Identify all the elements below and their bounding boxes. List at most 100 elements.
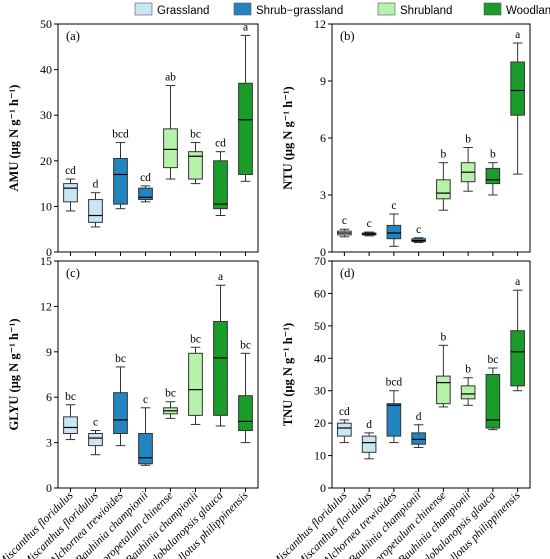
y-tick-label: 50 bbox=[314, 319, 326, 333]
significance-letter: bc bbox=[65, 391, 76, 403]
box-8 bbox=[510, 61, 525, 116]
box-3 bbox=[386, 403, 402, 437]
box-2 bbox=[361, 435, 377, 453]
significance-letter: bcd bbox=[386, 377, 403, 389]
y-tick-label: 20 bbox=[314, 416, 326, 430]
significance-letter: b bbox=[465, 364, 471, 376]
y-tick-label: 6 bbox=[320, 131, 326, 145]
significance-letter: ab bbox=[165, 72, 176, 84]
box-6 bbox=[188, 151, 203, 180]
significance-letter: d bbox=[93, 179, 99, 191]
y-tick-label: 0 bbox=[320, 245, 326, 259]
box-5 bbox=[436, 375, 451, 405]
significance-letter: bc bbox=[115, 353, 126, 365]
y-tick-label: 50 bbox=[40, 17, 52, 31]
significance-letter: c bbox=[342, 215, 347, 227]
legend-swatch-3 bbox=[483, 2, 502, 16]
significance-letter: a bbox=[243, 21, 248, 33]
plot-frame bbox=[57, 23, 259, 253]
y-tick-label: 70 bbox=[314, 254, 326, 268]
significance-letter: d bbox=[366, 419, 372, 431]
box-5 bbox=[163, 128, 178, 169]
significance-letter: a bbox=[515, 29, 520, 41]
y-axis-label-1: NTU (μg N g⁻¹ h⁻¹) bbox=[281, 86, 295, 189]
significance-letter: c bbox=[367, 218, 372, 230]
box-3 bbox=[113, 392, 128, 435]
significance-letter: b bbox=[465, 134, 471, 146]
box-2 bbox=[88, 433, 103, 447]
y-tick-label: 6 bbox=[46, 390, 52, 404]
significance-letter: bc bbox=[240, 339, 251, 351]
significance-letter: a bbox=[515, 276, 520, 288]
box-3 bbox=[113, 158, 128, 205]
significance-letter: c bbox=[143, 394, 148, 406]
panel-label: (b) bbox=[340, 29, 355, 43]
significance-letter: cd bbox=[215, 138, 226, 150]
box-8 bbox=[238, 82, 253, 175]
significance-letter: cd bbox=[140, 172, 151, 184]
panel-d: 010203040506070(d)cddbcddbbbcaMiscanthus… bbox=[269, 254, 531, 559]
y-tick-label: 12 bbox=[40, 299, 52, 313]
box-8 bbox=[510, 330, 525, 387]
box-7 bbox=[213, 160, 228, 210]
y-tick-label: 9 bbox=[46, 345, 52, 359]
significance-letter: bcd bbox=[112, 129, 129, 141]
box-7 bbox=[213, 321, 228, 416]
y-tick-label: 40 bbox=[314, 351, 326, 365]
box-4 bbox=[138, 187, 153, 201]
panel-a: 0 10 20 30 40 50 (a) cd d bcd cd ab bc cd a bbox=[40, 17, 259, 259]
significance-letter: c bbox=[391, 200, 396, 212]
y-tick-label: 0 bbox=[46, 245, 52, 259]
significance-letter: b bbox=[441, 149, 447, 161]
plot-frame bbox=[331, 260, 531, 489]
box-7 bbox=[485, 374, 501, 429]
y-tick-label: 10 bbox=[314, 449, 326, 463]
plot-frame bbox=[331, 23, 531, 253]
box-4 bbox=[138, 433, 153, 465]
y-tick-label: 9 bbox=[320, 74, 326, 88]
legend-swatch-1 bbox=[233, 2, 252, 16]
box-6 bbox=[460, 385, 476, 400]
legend-label-1: Shrub−grassland bbox=[256, 5, 343, 17]
y-tick-label: 3 bbox=[320, 188, 326, 202]
significance-letter: bc bbox=[190, 129, 201, 141]
significance-letter: bc bbox=[190, 333, 201, 345]
panel-label: (c) bbox=[66, 266, 80, 280]
significance-letter: cd bbox=[65, 165, 76, 177]
legend-swatch-2 bbox=[377, 2, 396, 16]
box-1 bbox=[63, 183, 78, 203]
legend-label-0: Grassland bbox=[157, 5, 209, 17]
y-tick-label: 0 bbox=[320, 481, 326, 495]
significance-letter: bc bbox=[165, 388, 176, 400]
y-tick-label: 12 bbox=[314, 17, 326, 31]
y-axis-label-3: TNU (μg N g⁻¹ h⁻¹) bbox=[281, 323, 295, 426]
legend-label-3: Woodland bbox=[506, 5, 550, 17]
box-7 bbox=[485, 167, 501, 185]
y-tick-label: 0 bbox=[46, 481, 52, 495]
significance-letter: b bbox=[441, 331, 447, 343]
y-tick-label: 60 bbox=[314, 286, 326, 300]
panel-b: 0 3 6 9 12 (b) c c c c b b b a bbox=[314, 17, 531, 259]
box-2 bbox=[88, 199, 103, 223]
plot-frame bbox=[57, 260, 259, 489]
box-8 bbox=[238, 395, 253, 431]
box-1 bbox=[337, 422, 352, 437]
legend-label-2: Shrubland bbox=[400, 5, 452, 17]
box-4 bbox=[411, 432, 426, 445]
y-tick-label: 40 bbox=[40, 63, 52, 77]
significance-letter: bc bbox=[487, 354, 498, 366]
significance-letter: cd bbox=[339, 406, 350, 418]
box-6 bbox=[188, 352, 203, 416]
significance-letter: a bbox=[218, 271, 223, 283]
significance-letter: b bbox=[490, 149, 496, 161]
box-1 bbox=[63, 416, 78, 435]
significance-letter: c bbox=[416, 224, 421, 236]
box-5 bbox=[436, 179, 451, 200]
panel-label: (d) bbox=[340, 266, 355, 280]
y-tick-label: 10 bbox=[40, 199, 52, 213]
y-axis-label-0: AMU (μg N g⁻¹ h⁻¹) bbox=[7, 85, 21, 192]
panel-label: (a) bbox=[66, 29, 80, 43]
y-tick-label: 20 bbox=[40, 154, 52, 168]
y-tick-label: 30 bbox=[40, 108, 52, 122]
